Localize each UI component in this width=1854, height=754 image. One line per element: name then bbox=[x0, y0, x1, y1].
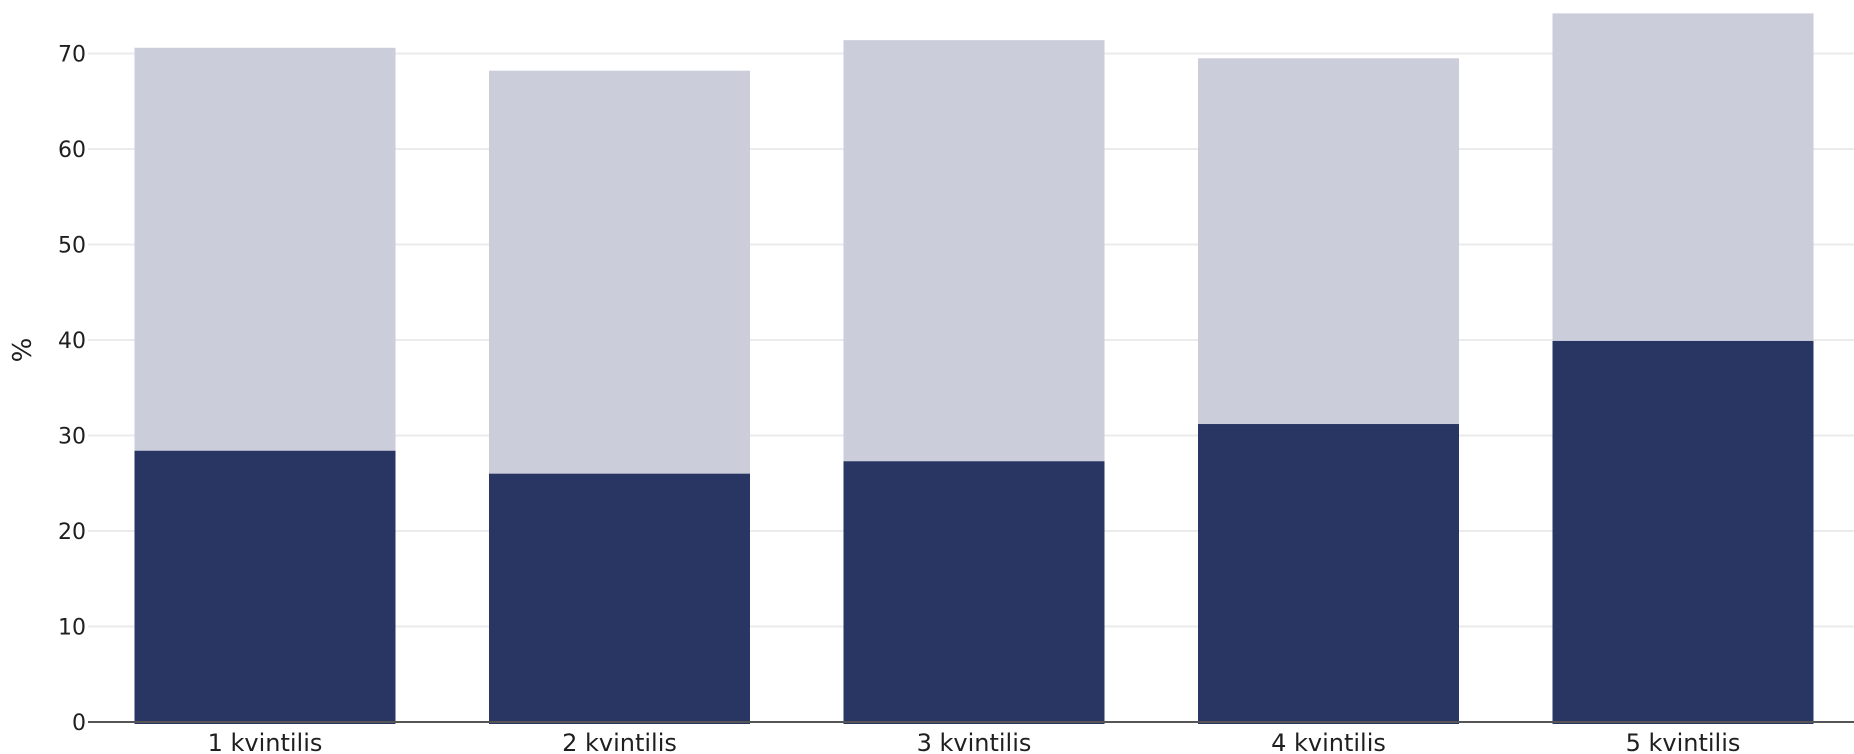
x-category-label: 5 kvintilis bbox=[1626, 729, 1741, 754]
y-tick-label: 60 bbox=[58, 138, 86, 163]
x-category-label: 2 kvintilis bbox=[562, 729, 677, 754]
y-tick-label: 50 bbox=[58, 234, 86, 259]
y-tick-label: 30 bbox=[58, 425, 86, 450]
y-tick-label: 20 bbox=[58, 520, 86, 545]
x-category-label: 3 kvintilis bbox=[917, 729, 1032, 754]
y-axis-title: % bbox=[8, 338, 38, 363]
y-tick-labels: 0 10 20 30 40 50 60 70 bbox=[58, 43, 86, 737]
x-tick-labels: 1 kvintilis 2 kvintilis 3 kvintilis 4 kvint… bbox=[208, 729, 1741, 754]
bars bbox=[134, 13, 1814, 724]
y-tick-label: 0 bbox=[72, 711, 86, 736]
y-tick-label: 10 bbox=[58, 616, 86, 641]
x-category-label: 1 kvintilis bbox=[208, 729, 323, 754]
y-tick-label: 70 bbox=[58, 43, 86, 68]
bar-series-2-1 bbox=[134, 450, 396, 724]
bar-series-2-3 bbox=[843, 461, 1105, 724]
bar-series-2-4 bbox=[1198, 424, 1459, 724]
bar-series-2-5 bbox=[1552, 340, 1814, 724]
bar-series-2-2 bbox=[489, 473, 750, 724]
y-tick-label: 40 bbox=[58, 329, 86, 354]
x-category-label: 4 kvintilis bbox=[1271, 729, 1386, 754]
